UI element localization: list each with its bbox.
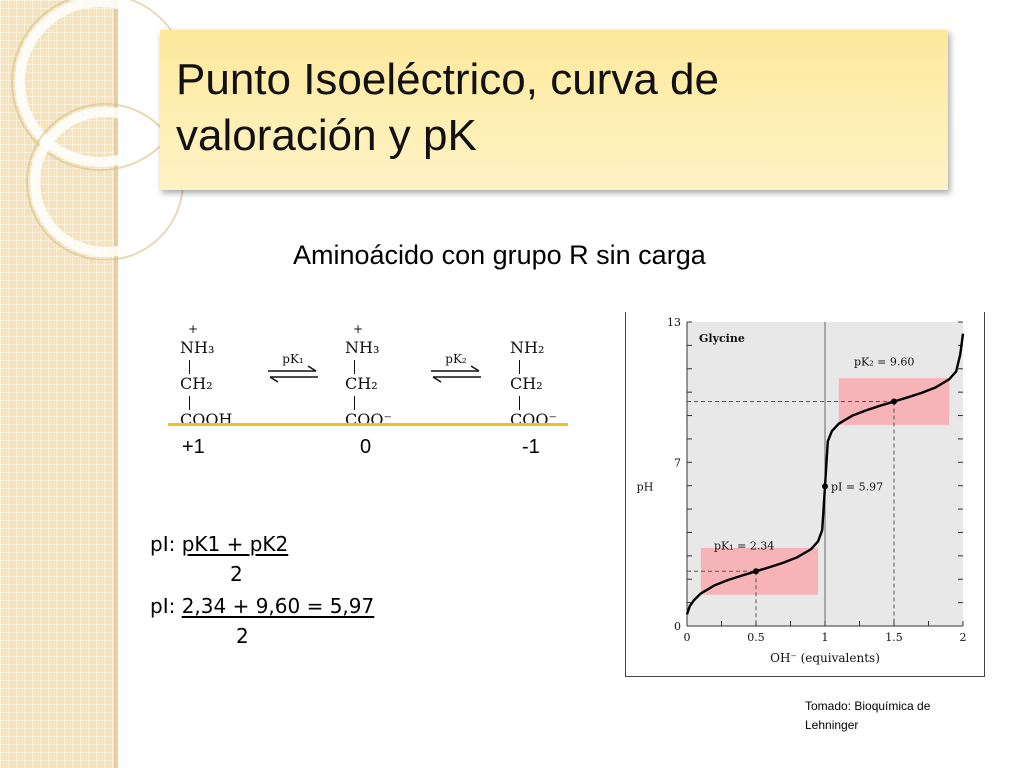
methylene-group: CH₂ <box>345 374 378 393</box>
plus-sign: + <box>353 322 364 336</box>
x-tick-label: 0.5 <box>747 631 765 644</box>
bond-line <box>354 360 355 374</box>
bond-line <box>189 396 190 410</box>
titration-chart: 0 7 13 0 0.5 1 1.5 2 pK₁ = 2.34 pI = 5.97 pK₂ = … <box>637 316 967 665</box>
amino-group: NH₃ <box>180 338 215 357</box>
slide-title-line1: Punto Isoeléctrico, curva de <box>176 55 719 104</box>
slide-subtitle: Aminoácido con grupo R sin carga <box>293 240 706 270</box>
y-tick-label: 13 <box>667 316 681 329</box>
annotation-label: pK₁ = 2.34 <box>714 539 774 552</box>
equilibrium-arrow-1: pK₁ <box>264 352 322 392</box>
net-charge-cation: +1 <box>182 436 205 458</box>
x-tick-label: 2 <box>960 631 967 644</box>
species-zwitterion: + NH₃ CH₂ COO⁻ <box>345 318 435 432</box>
bond-line <box>519 396 520 410</box>
slide-title-line2: valoración y pK <box>176 111 477 160</box>
species-anion: NH₂ CH₂ COO⁻ <box>510 318 600 432</box>
chart-title: Glycine <box>699 332 745 345</box>
species-cation: + NH₃ CH₂ COOH <box>180 318 270 432</box>
equilibrium-arrow-2: pK₂ <box>427 352 485 392</box>
formula-general: pI: pK1 + pK2 <box>150 532 288 556</box>
y-axis-label: pH <box>637 480 654 493</box>
scheme-underline <box>168 423 568 426</box>
bond-line <box>189 360 190 374</box>
formula-prefix: pI: <box>150 532 176 556</box>
methylene-group: CH₂ <box>180 374 213 393</box>
x-axis-label: OH⁻ (equivalents) <box>770 651 880 665</box>
source-line1: Tomado: Bioquímica de <box>805 699 931 713</box>
x-tick-label: 1 <box>822 631 829 644</box>
net-charge-anion: -1 <box>522 436 540 458</box>
formula-values: pI: 2,34 + 9,60 = 5,97 <box>150 594 374 618</box>
x-tick-label: 0 <box>684 631 691 644</box>
x-tick-label: 1.5 <box>885 631 903 644</box>
y-tick-label: 7 <box>674 456 681 469</box>
title-box: Punto Isoeléctrico, curva de valoración … <box>160 30 948 190</box>
formula-numerator: pK1 + pK2 <box>181 532 289 556</box>
formula-values-denominator: 2 <box>236 624 249 648</box>
carboxylate-group: COO⁻ <box>510 410 557 429</box>
formula-numerator: 2,34 + 9,60 = 5,97 <box>181 594 375 618</box>
annotation-label: pI = 5.97 <box>831 480 883 493</box>
arrow-label: pK₂ <box>445 352 467 366</box>
data-point <box>822 483 828 490</box>
formula-prefix: pI: <box>150 594 176 618</box>
data-point <box>891 398 897 405</box>
plus-sign: + <box>188 322 199 336</box>
net-charge-zwitterion: 0 <box>360 436 372 458</box>
bond-line <box>519 360 520 374</box>
amino-group: NH₂ <box>510 338 545 357</box>
amino-group: NH₃ <box>345 338 380 357</box>
data-point <box>753 568 759 575</box>
carboxyl-group: COOH <box>180 410 233 429</box>
equilibrium-arrows-icon <box>431 365 481 383</box>
source-note: Tomado: Bioquímica de Lehninger <box>805 697 975 735</box>
bond-line <box>354 396 355 410</box>
decorative-strip-border <box>114 0 118 768</box>
source-line2: Lehninger <box>805 718 859 732</box>
methylene-group: CH₂ <box>510 374 543 393</box>
arrow-label: pK₁ <box>282 352 304 366</box>
equilibrium-arrows-icon <box>268 365 318 383</box>
annotation-label: pK₂ = 9.60 <box>854 356 914 369</box>
formula-general-denominator: 2 <box>230 562 243 586</box>
carboxylate-group: COO⁻ <box>345 410 392 429</box>
y-tick-label: 0 <box>674 620 681 633</box>
reaction-scheme: + NH₃ CH₂ COOH pK₁ + NH₃ CH₂ COO⁻ pK₂ <box>160 318 570 429</box>
